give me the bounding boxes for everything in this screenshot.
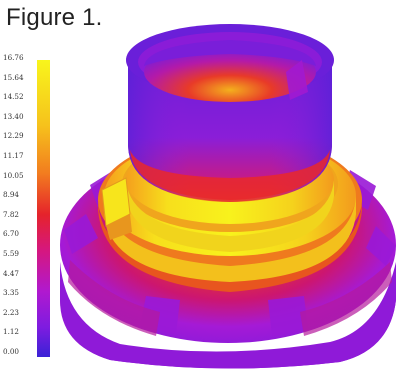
colorbar-tick-label: 11.17 — [3, 151, 24, 160]
colorbar-tick-label: 16.76 — [3, 53, 24, 62]
colorbar-tick-label: 7.82 — [3, 209, 20, 219]
colorbar-tick-label: 14.52 — [3, 92, 24, 102]
colorbar-tick-label: 5.59 — [3, 249, 20, 258]
colorbar-tick-label: 0.00 — [3, 347, 20, 356]
colorbar-tick-label: 2.23 — [3, 307, 20, 317]
neck-inner — [144, 42, 316, 102]
figure-caption: Figure 1. — [6, 4, 103, 31]
colorbar-tick-label: 3.35 — [3, 288, 20, 298]
colorbar-tick-label: 8.94 — [3, 190, 20, 200]
thermal-render — [60, 24, 396, 369]
colorbar-gradient — [37, 60, 50, 357]
color-legend: 16.76 15.64 14.52 13.40 12.29 11.17 10.05 8.94 7… — [0, 0, 64, 373]
colorbar-tick-label: 4.47 — [3, 268, 20, 278]
colorbar-tick-label: 12.29 — [3, 131, 24, 141]
colorbar-tick-label: 15.64 — [3, 72, 24, 82]
colorbar-tick-label: 13.40 — [3, 111, 24, 121]
colorbar-tick-label: 6.70 — [3, 229, 20, 239]
colorbar-tick-label: 10.05 — [3, 170, 24, 180]
colorbar-tick-label: 1.12 — [3, 327, 20, 337]
